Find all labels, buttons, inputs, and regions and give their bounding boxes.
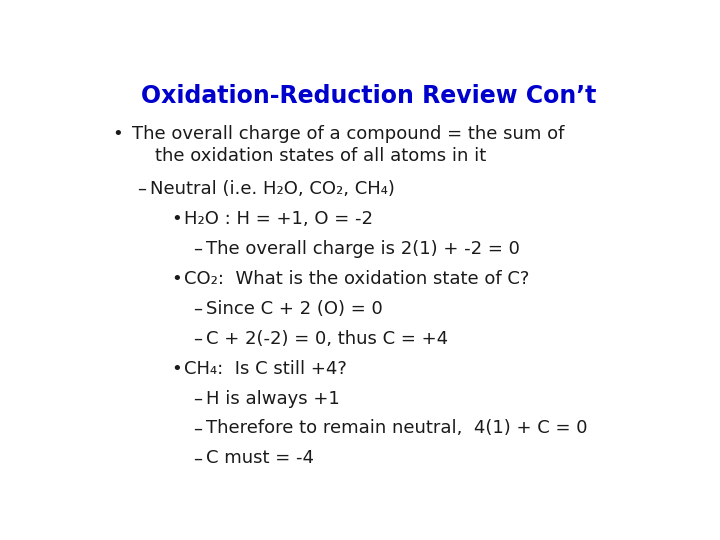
Text: •: •	[171, 270, 181, 288]
Text: Therefore to remain neutral,  4(1) + C = 0: Therefore to remain neutral, 4(1) + C = …	[206, 420, 588, 437]
Text: •: •	[171, 360, 181, 377]
Text: H₂O : H = +1, O = -2: H₂O : H = +1, O = -2	[184, 210, 373, 228]
Text: –: –	[193, 420, 202, 437]
Text: –: –	[138, 180, 146, 198]
Text: •: •	[171, 210, 181, 228]
Text: The overall charge is 2(1) + -2 = 0: The overall charge is 2(1) + -2 = 0	[206, 240, 520, 258]
Text: Neutral (i.e. H₂O, CO₂, CH₄): Neutral (i.e. H₂O, CO₂, CH₄)	[150, 180, 395, 198]
Text: The overall charge of a compound = the sum of
    the oxidation states of all at: The overall charge of a compound = the s…	[132, 125, 564, 165]
Text: CO₂:  What is the oxidation state of C?: CO₂: What is the oxidation state of C?	[184, 270, 529, 288]
Text: C must = -4: C must = -4	[206, 449, 314, 468]
Text: Oxidation-Reduction Review Con’t: Oxidation-Reduction Review Con’t	[141, 84, 597, 107]
Text: Since C + 2 (O) = 0: Since C + 2 (O) = 0	[206, 300, 383, 318]
Text: –: –	[193, 240, 202, 258]
Text: CH₄:  Is C still +4?: CH₄: Is C still +4?	[184, 360, 346, 377]
Text: •: •	[112, 125, 123, 143]
Text: –: –	[193, 449, 202, 468]
Text: –: –	[193, 389, 202, 408]
Text: –: –	[193, 329, 202, 348]
Text: H is always +1: H is always +1	[206, 389, 340, 408]
Text: –: –	[193, 300, 202, 318]
Text: C + 2(-2) = 0, thus C = +4: C + 2(-2) = 0, thus C = +4	[206, 329, 448, 348]
